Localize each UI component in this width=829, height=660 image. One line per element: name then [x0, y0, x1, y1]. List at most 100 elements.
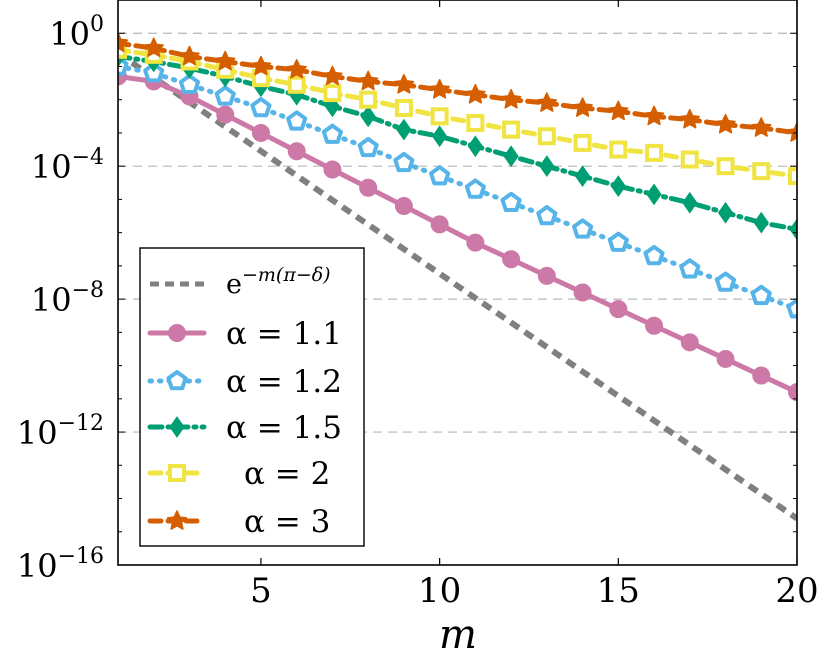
data-point [643, 244, 665, 266]
data-point [166, 510, 188, 530]
data-point [682, 191, 698, 214]
data-point [359, 90, 378, 109]
data-point [753, 211, 769, 234]
data-point [789, 218, 797, 241]
legend-label: α = 3 [244, 504, 330, 540]
legend-entry: α = 1.2 [147, 364, 342, 400]
data-point [752, 366, 771, 385]
data-point [432, 125, 448, 148]
x-axis-label: m [439, 612, 477, 658]
x-tick-label: 15 [597, 571, 640, 611]
data-point [396, 118, 412, 141]
data-point [323, 84, 342, 103]
data-point [788, 383, 797, 402]
data-point [750, 284, 772, 306]
data-point [608, 100, 629, 121]
legend-label: α = 1.5 [226, 410, 342, 446]
data-point [168, 464, 186, 482]
data-point [429, 78, 450, 99]
data-point [573, 133, 592, 152]
data-point [357, 70, 379, 91]
data-point [537, 127, 556, 146]
data-point [286, 110, 308, 131]
data-point [716, 349, 735, 368]
data-point [716, 157, 735, 176]
legend-entry: α = 3 [147, 504, 330, 540]
data-point [464, 178, 486, 199]
data-point [166, 370, 188, 391]
series [118, 55, 797, 319]
data-point [500, 191, 522, 213]
data-point [717, 201, 734, 224]
data-point [536, 205, 558, 226]
data-point [357, 136, 379, 158]
y-tick-label: 10−8 [31, 278, 104, 319]
data-point [287, 142, 306, 161]
data-point [680, 333, 699, 352]
data-point [178, 73, 201, 95]
data-point [680, 150, 699, 169]
data-point [143, 37, 164, 58]
data-point [537, 266, 556, 285]
data-point [610, 175, 626, 197]
data-point [572, 218, 594, 239]
data-point [430, 107, 449, 126]
legend-label: α = 1.2 [226, 364, 342, 400]
y-tick-label: 10−16 [17, 544, 104, 585]
data-point [646, 183, 662, 206]
series-layer [118, 32, 797, 521]
data-point [393, 151, 415, 173]
data-point [609, 140, 628, 159]
y-tick-label: 100 [49, 12, 104, 53]
legend-label: α = 2 [244, 456, 330, 492]
data-point [643, 105, 665, 126]
data-point [786, 298, 797, 319]
data-point [250, 97, 272, 118]
data-point [286, 59, 307, 79]
x-tick-label: 10 [418, 571, 461, 611]
data-point [679, 258, 701, 279]
data-point [788, 167, 797, 186]
data-point [503, 145, 519, 168]
data-point [752, 162, 771, 181]
data-point [214, 50, 236, 71]
data-point [322, 65, 343, 86]
plot-frame [117, 0, 798, 566]
legend-entry: α = 1.1 [147, 316, 342, 352]
data-point [572, 97, 593, 117]
data-point [715, 113, 736, 134]
legend-label-reference: e−m(π−δ) [226, 264, 331, 300]
legend-entry: α = 2 [147, 456, 330, 492]
data-point [467, 135, 483, 158]
data-point [573, 283, 592, 302]
data-point [394, 99, 413, 118]
data-point [169, 416, 185, 438]
data-point [179, 45, 200, 66]
data-point [393, 74, 415, 94]
data-point [539, 155, 555, 178]
data-point [250, 55, 272, 76]
data-point [500, 88, 522, 109]
series [118, 32, 797, 142]
data-point [168, 324, 186, 342]
data-point [360, 105, 376, 128]
data-point [679, 108, 701, 129]
data-point [251, 123, 270, 142]
data-point [394, 197, 413, 216]
legend: e−m(π−δ) α = 1.1 α = 1.2 α = 1.5 α = 2 α = 3 [139, 247, 365, 547]
y-tick-label: 10−12 [17, 411, 104, 452]
x-tick-label: 20 [775, 571, 818, 611]
reference-line [118, 50, 797, 521]
x-tick-label: 5 [250, 571, 272, 611]
data-point [502, 120, 521, 139]
data-point [323, 160, 342, 179]
data-point [786, 122, 797, 142]
data-point [466, 113, 485, 132]
ticks: 5 10 15 20 100 10−4 10−8 10−12 10−16 [17, 0, 819, 611]
data-point [574, 165, 591, 188]
data-point [216, 105, 235, 124]
data-point [645, 143, 664, 162]
data-point [536, 92, 558, 112]
